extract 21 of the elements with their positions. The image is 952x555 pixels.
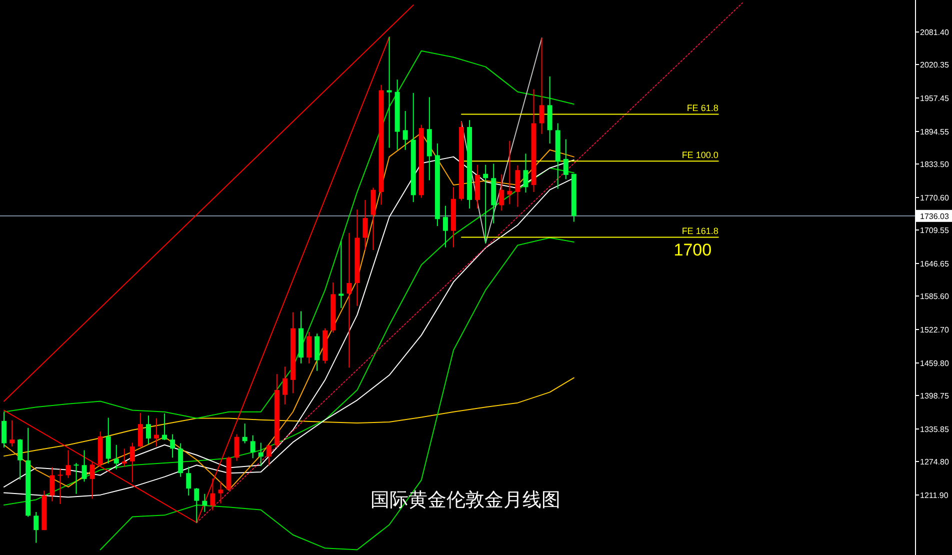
y-tick-label: 1398.75 <box>920 391 950 400</box>
y-tick-label: 1894.55 <box>920 127 950 136</box>
text: 国际黄金伦敦金月线图 <box>370 489 560 511</box>
y-tick-label: 1522.70 <box>920 325 950 334</box>
series-label: FE 61.8 <box>686 103 718 114</box>
y-tick-label: 1709.55 <box>920 226 950 236</box>
y-tick-label: 1274.80 <box>920 457 950 466</box>
series-label: FE 100.0 <box>682 150 718 160</box>
series-label: FE 161.8 <box>682 226 718 236</box>
ref-line-label: 1736.03 <box>920 212 950 221</box>
annotation: 1700 <box>674 240 712 260</box>
y-tick-label: 2020.35 <box>920 60 950 70</box>
y-tick-label: 1585.60 <box>920 292 950 302</box>
y-tick-label: 1833.50 <box>920 160 950 170</box>
y-tick-label: 1957.45 <box>920 94 950 103</box>
y-tick-label: 1211.90 <box>920 490 949 500</box>
y-tick-label: 1459.80 <box>920 358 950 368</box>
y-tick-label: 2081.40 <box>920 28 950 37</box>
y-tick-label: 1646.65 <box>920 259 950 268</box>
y-tick-label: 1770.60 <box>920 193 950 202</box>
y-tick-label: 1335.85 <box>920 424 950 434</box>
